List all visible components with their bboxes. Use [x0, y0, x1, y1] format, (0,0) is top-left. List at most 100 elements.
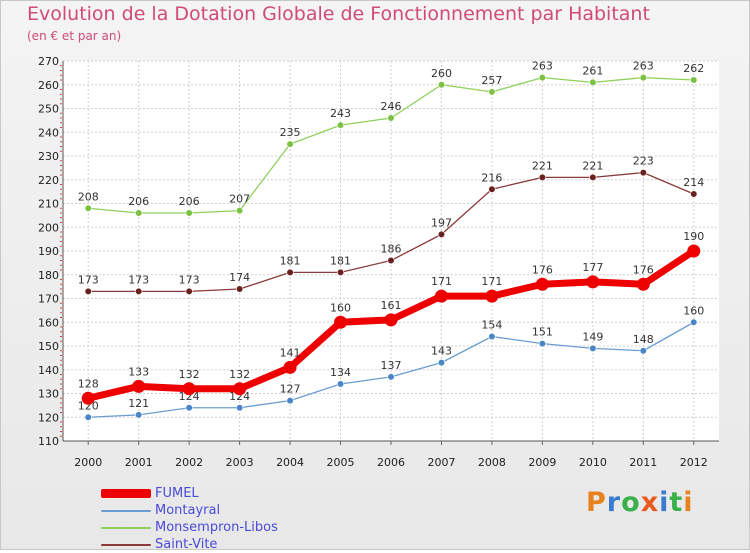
- data-point: [434, 289, 448, 303]
- y-minor-tick: [60, 188, 62, 190]
- data-label: 197: [431, 216, 452, 229]
- logo-letter: i: [659, 487, 670, 518]
- data-point: [384, 313, 398, 327]
- y-minor-tick: [60, 184, 62, 185]
- x-tick-label: 2012: [680, 456, 708, 469]
- y-tick-label: 260: [38, 79, 59, 92]
- data-label: 176: [633, 263, 654, 276]
- data-point: [286, 140, 294, 148]
- data-label: 235: [280, 126, 301, 139]
- y-tick-label: 140: [38, 364, 59, 377]
- data-label: 148: [633, 333, 654, 346]
- y-minor-tick: [60, 79, 62, 81]
- data-point: [437, 230, 446, 238]
- y-minor-tick: [60, 122, 62, 124]
- data-point: [387, 373, 395, 381]
- data-label: 141: [280, 346, 301, 359]
- y-tick-label: 190: [38, 245, 59, 258]
- data-point: [182, 382, 196, 396]
- data-label: 137: [381, 359, 402, 372]
- data-point: [286, 268, 294, 276]
- x-tick-label: 2003: [226, 456, 254, 469]
- data-label: 160: [683, 304, 704, 317]
- y-minor-tick: [60, 236, 62, 238]
- data-point: [485, 289, 499, 303]
- data-point: [286, 397, 294, 405]
- y-minor-tick: [60, 255, 62, 257]
- y-minor-tick: [60, 293, 62, 295]
- data-point: [84, 413, 92, 421]
- y-minor-tick: [60, 307, 62, 309]
- y-minor-tick: [60, 326, 62, 328]
- data-point: [132, 379, 146, 393]
- legend-item: FUMEL: [101, 485, 278, 502]
- data-point: [437, 81, 446, 89]
- y-minor-tick: [60, 402, 62, 404]
- y-tick-label: 110: [38, 435, 59, 448]
- y-minor-tick: [60, 74, 62, 76]
- data-label: 260: [431, 67, 452, 80]
- data-label: 186: [381, 243, 402, 256]
- legend-item: Saint-Vite: [101, 536, 278, 553]
- y-minor-tick: [60, 340, 62, 342]
- data-point: [589, 78, 597, 86]
- data-point: [84, 204, 92, 212]
- data-point: [586, 275, 600, 289]
- y-minor-tick: [60, 407, 62, 409]
- data-point: [488, 185, 496, 193]
- data-label: 206: [179, 195, 200, 208]
- logo-letter: i: [683, 487, 694, 518]
- data-label: 221: [582, 159, 603, 172]
- y-minor-tick: [60, 207, 62, 209]
- series-saint-vite: 173 173 173 174 181 181 186 197 216 221 221 223 214: [78, 155, 704, 295]
- y-minor-tick: [60, 336, 62, 337]
- y-minor-tick: [60, 222, 62, 223]
- y-minor-tick: [60, 331, 62, 333]
- y-tick-label: 170: [38, 293, 59, 306]
- x-tick-label: 2006: [377, 456, 405, 469]
- logo-letter: P: [586, 487, 607, 518]
- y-minor-tick: [60, 355, 62, 356]
- y-minor-tick: [60, 388, 62, 390]
- y-minor-tick: [60, 302, 62, 304]
- y-tick-label: 250: [38, 103, 59, 116]
- data-label: 143: [431, 345, 452, 358]
- x-tick-label: 2008: [478, 456, 506, 469]
- data-point: [185, 404, 193, 412]
- data-point: [639, 74, 647, 82]
- data-label: 246: [381, 100, 402, 113]
- data-label: 151: [532, 326, 553, 339]
- series-fumel: 128 133 132 132 141 160 161 171 171 176 177 176 190: [78, 230, 704, 405]
- y-minor-tick: [60, 283, 62, 285]
- data-point: [488, 88, 496, 96]
- y-minor-tick: [60, 160, 62, 162]
- y-tick-label: 220: [38, 174, 59, 187]
- data-point: [636, 277, 650, 291]
- chart-title: Evolution de la Dotation Globale de Fonc…: [27, 3, 650, 25]
- legend-swatch: [101, 526, 151, 529]
- data-label: 160: [330, 301, 351, 314]
- data-point: [336, 121, 345, 129]
- y-minor-tick: [60, 212, 62, 214]
- data-label: 207: [229, 193, 250, 206]
- data-label: 133: [128, 365, 149, 378]
- data-point: [236, 285, 244, 293]
- data-point: [387, 256, 395, 265]
- legend-label: Monsempron-Libos: [155, 520, 278, 535]
- data-point: [185, 209, 193, 217]
- data-point: [84, 287, 92, 295]
- data-label: 181: [330, 254, 351, 267]
- data-point: [233, 382, 247, 396]
- y-minor-tick: [60, 103, 62, 105]
- data-label: 263: [633, 60, 654, 73]
- data-label: 190: [683, 230, 704, 243]
- data-point: [690, 190, 698, 198]
- data-point: [437, 359, 446, 367]
- y-minor-tick: [60, 112, 62, 114]
- data-point: [639, 347, 647, 355]
- y-minor-tick: [60, 136, 62, 138]
- y-minor-tick: [60, 193, 62, 195]
- y-minor-tick: [60, 359, 62, 361]
- data-point: [639, 169, 647, 177]
